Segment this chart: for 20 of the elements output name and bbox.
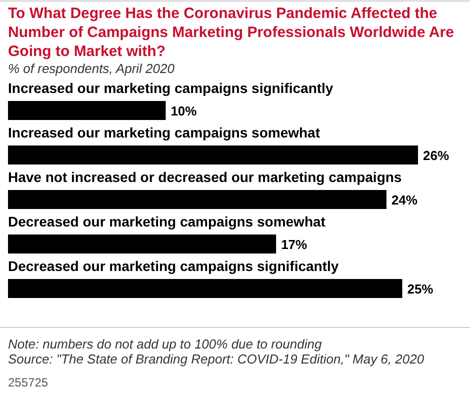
data-label: 10% — [170, 104, 198, 118]
bar — [8, 234, 276, 254]
chart-subtitle: % of respondents, April 2020 — [8, 61, 176, 76]
text: 255725 — [8, 376, 48, 390]
y-tick-label: Increased our marketing campaigns significantly — [8, 80, 334, 96]
data-label: 26% — [423, 148, 450, 163]
data-label: 25% — [407, 282, 434, 296]
bar — [8, 190, 386, 209]
bar — [8, 279, 402, 298]
y-tick-label: Have not increased or decreased our marketing campaigns — [8, 169, 402, 185]
data-label: 24% — [391, 192, 418, 208]
source-note: Source: "The State of Branding Report: COVID-19 Edition," May 6, 2020 — [8, 352, 425, 366]
y-tick-label: Increased our marketing campaigns somewhat — [8, 124, 320, 140]
y-tick-label: Decreased our marketing campaigns somewhat — [8, 214, 326, 230]
chart-title: To What Degree Has the Coronavirus Pandemic Affected the Number of Campaigns Marketing Professionals Worldwide Are Going to Market with? — [8, 5, 454, 60]
bar — [8, 101, 166, 120]
y-tick-label: Decreased our marketing campaigns significantly — [8, 258, 339, 274]
data-label: 17% — [281, 237, 308, 252]
bar — [8, 146, 418, 164]
text: Note: numbers do not add up to 100% due to rounding — [8, 336, 322, 352]
